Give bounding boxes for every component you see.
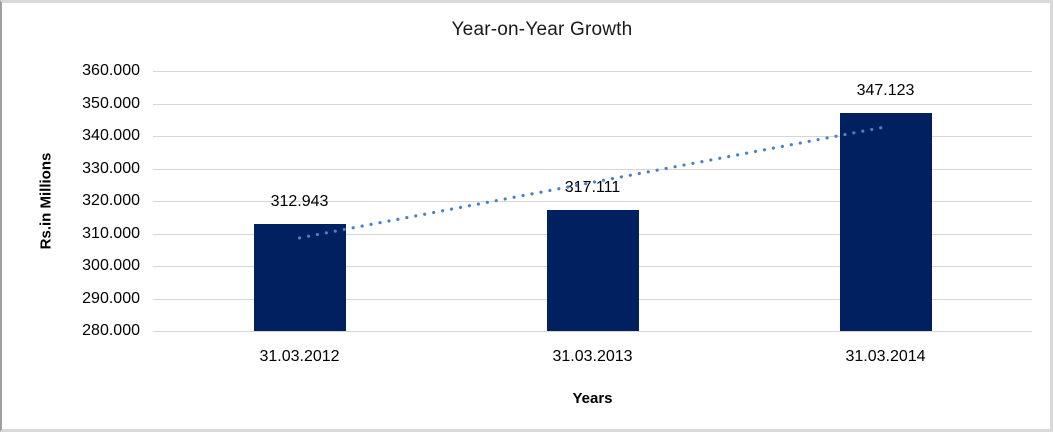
gridline <box>153 103 1032 105</box>
bar <box>546 210 639 331</box>
y-tick-label: 300.000 <box>82 257 140 274</box>
y-tick-label: 320.000 <box>82 192 140 209</box>
x-tick-label: 31.03.2012 <box>259 348 340 365</box>
y-tick-label: 330.000 <box>82 159 140 177</box>
bar <box>839 112 932 331</box>
gridline <box>153 71 1032 72</box>
y-tick-label: 280.000 <box>82 322 140 339</box>
y-tick-label: 290.000 <box>82 289 140 307</box>
x-axis-title: Years <box>572 390 613 407</box>
chart-title: Year-on-Year Growth <box>451 19 633 40</box>
bar <box>253 223 346 331</box>
bar-value-label: 312.943 <box>270 192 329 210</box>
bar-value-label: 347.123 <box>856 81 915 99</box>
y-tick-label: 360.000 <box>82 62 140 79</box>
y-tick-label: 310.000 <box>82 224 140 242</box>
bar-value-label: 317.111 <box>564 179 621 197</box>
gridline <box>153 331 1032 332</box>
x-tick-label: 31.03.2013 <box>552 348 633 365</box>
y-tick-label: 350.000 <box>82 94 140 112</box>
y-tick-label: 340.000 <box>82 127 140 144</box>
x-tick-label: 31.03.2014 <box>845 348 926 365</box>
